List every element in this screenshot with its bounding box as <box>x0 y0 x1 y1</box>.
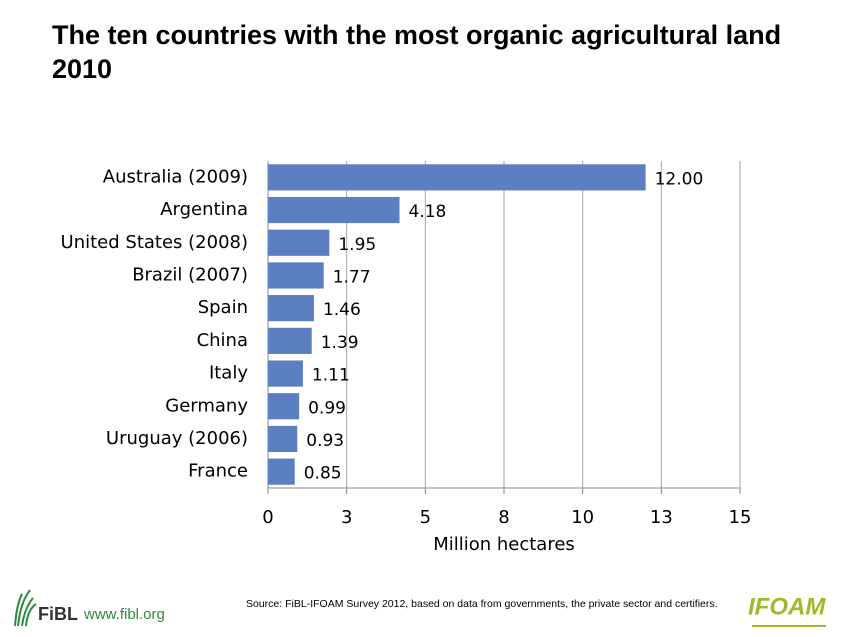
y-tick-label: United States (2008) <box>61 232 248 253</box>
data-label: 1.39 <box>321 333 359 353</box>
bar <box>268 295 314 322</box>
data-label: 0.93 <box>306 431 344 451</box>
y-tick-label: China <box>197 330 248 351</box>
bar <box>268 425 298 453</box>
data-label: 1.77 <box>333 267 371 287</box>
bar <box>268 393 300 420</box>
source-note: Source: FiBL-IFOAM Survey 2012, based on… <box>246 598 718 610</box>
bar <box>268 327 312 354</box>
bar <box>268 360 303 387</box>
bar <box>268 262 324 289</box>
bar <box>268 196 400 224</box>
y-tick-label: Italy <box>209 363 248 384</box>
y-tick-label: Germany <box>165 395 248 416</box>
x-tick-label: 15 <box>729 507 752 528</box>
data-label: 12.00 <box>655 169 704 189</box>
data-label: 1.95 <box>338 235 376 255</box>
bar <box>268 229 330 256</box>
data-label: 0.99 <box>308 398 346 418</box>
bar <box>268 164 646 191</box>
y-tick-label: Brazil (2007) <box>132 264 248 285</box>
y-tick-label: Uruguay (2006) <box>106 428 248 449</box>
data-label: 1.11 <box>312 366 350 386</box>
x-tick-label: 3 <box>341 507 352 528</box>
y-tick-label: France <box>188 461 248 482</box>
bar <box>268 458 295 485</box>
data-label: 4.18 <box>409 202 447 222</box>
x-tick-label: 10 <box>571 507 594 528</box>
x-tick-label: 8 <box>498 507 509 528</box>
x-tick-label: 13 <box>650 507 673 528</box>
fibl-logo: FiBL <box>38 604 78 624</box>
data-label: 1.46 <box>323 300 361 320</box>
ifoam-logo: IFOAM <box>748 593 826 620</box>
chart-title: The ten countries with the most organic … <box>52 20 782 84</box>
y-tick-label: Spain <box>198 297 248 318</box>
y-tick-label: Argentina <box>160 199 248 220</box>
x-tick-label: 5 <box>420 507 431 528</box>
fibl-logo-mark <box>14 589 37 627</box>
data-label: 0.85 <box>304 464 342 484</box>
fibl-url: www.fibl.org <box>83 606 165 623</box>
y-tick-label: Australia (2009) <box>103 166 248 187</box>
x-tick-label: 0 <box>262 507 273 528</box>
x-axis-label: Million hectares <box>433 534 575 555</box>
